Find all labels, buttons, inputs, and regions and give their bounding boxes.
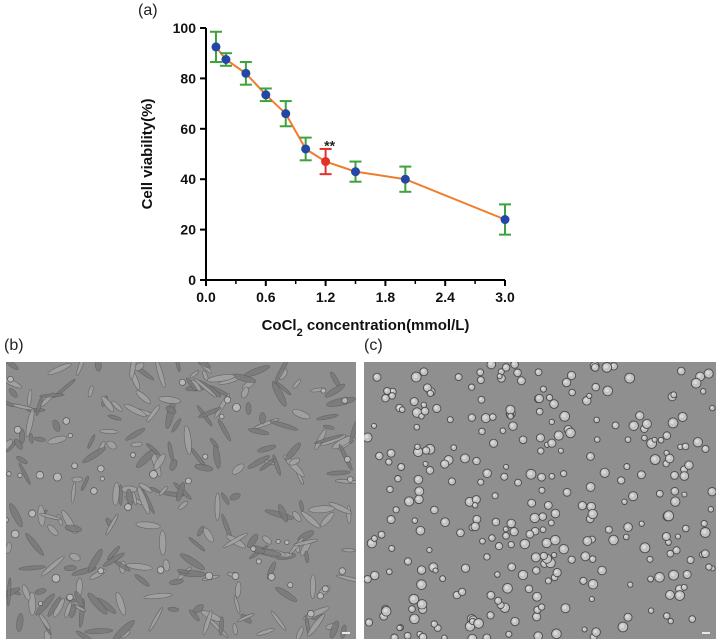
x-tick-label: 1.8 <box>376 289 396 305</box>
data-point <box>301 144 311 154</box>
y-tick-label: 20 <box>180 222 196 238</box>
data-point <box>351 167 360 177</box>
y-tick-label: 100 <box>173 20 197 36</box>
data-point <box>221 55 231 64</box>
y-tick-label: 0 <box>188 272 196 288</box>
y-tick-label: 60 <box>180 121 196 137</box>
x-tick-label: 0.6 <box>256 289 276 305</box>
y-axis-label: Cell viability(%) <box>139 99 156 210</box>
data-point <box>500 215 510 225</box>
micrograph-b <box>6 362 356 639</box>
chart-series <box>209 30 511 236</box>
panel-label-c: (c) <box>364 337 383 354</box>
y-tick-label: 40 <box>180 171 196 187</box>
viability-chart: 0 20 40 60 80 100 0.0 0.6 1.2 1.8 2.4 3.0 ** Cell v… <box>139 20 515 339</box>
x-tick-label: 2.4 <box>435 289 455 305</box>
x-tick-label: 0.0 <box>196 289 216 305</box>
annotation-significance: ** <box>324 137 335 153</box>
x-axis-label: CoCl2 concentration(mmol/L) <box>262 317 470 339</box>
x-tick-label: 1.2 <box>316 289 336 305</box>
series-line <box>215 46 506 221</box>
data-point <box>321 157 331 167</box>
data-point <box>211 42 221 52</box>
y-tick-label: 80 <box>180 70 196 86</box>
scale-bar-c <box>702 632 710 634</box>
data-point <box>281 109 291 119</box>
panel-label-b: (b) <box>4 337 24 354</box>
micrograph-c <box>364 362 716 639</box>
chart-axes <box>205 28 505 281</box>
data-point <box>261 90 271 100</box>
panel-label-a: (a) <box>138 2 158 19</box>
data-point <box>241 68 251 78</box>
chart-ticks: 0 20 40 60 80 100 0.0 0.6 1.2 1.8 2.4 3.0 <box>173 20 515 305</box>
data-point <box>400 174 410 184</box>
x-tick-label: 3.0 <box>495 289 515 305</box>
scale-bar-b <box>342 632 350 634</box>
